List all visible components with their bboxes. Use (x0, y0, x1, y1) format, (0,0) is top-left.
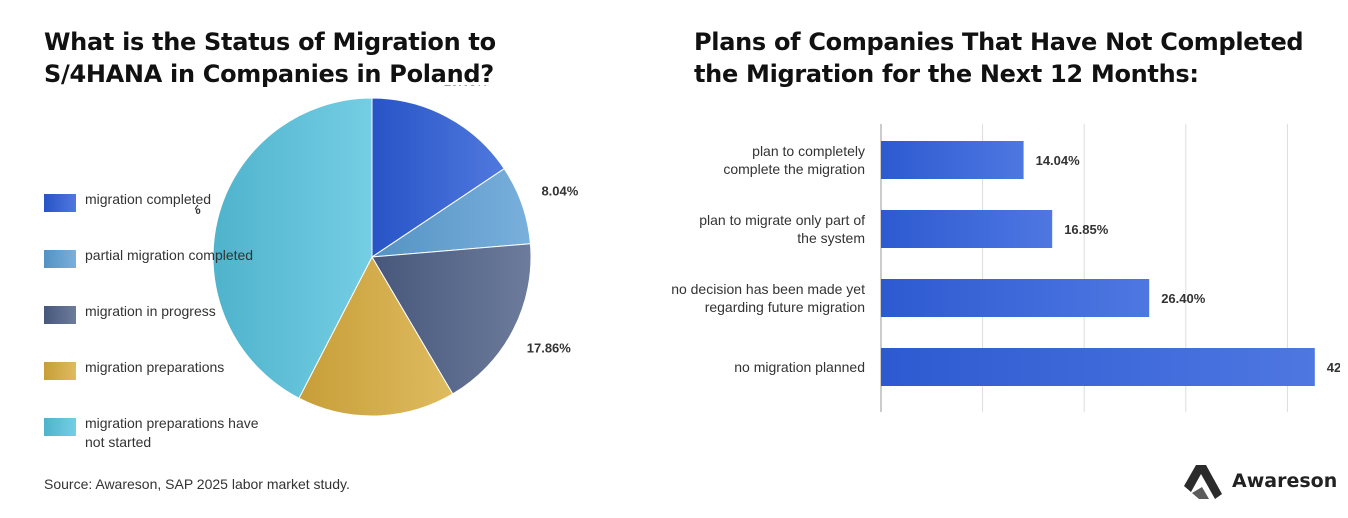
awareson-logo-icon (1184, 465, 1222, 499)
legend-label: migration preparations (85, 359, 225, 375)
bar-value-label: 16.85% (1064, 222, 1109, 237)
legend-item-migration-preparations: migration preparations (44, 358, 264, 414)
legend-label: migration in progress (85, 303, 216, 319)
pie-chart-title: What is the Status of Migration to S/4HA… (44, 28, 496, 88)
legend-swatch (44, 194, 76, 212)
pie-chart: 15.63% 8.04% 17.86% 16.07% 42.41% (195, 85, 579, 450)
source-note: Source: Awareson, SAP 2025 labor market … (44, 476, 350, 492)
pie-slice-migration-in-progress (371, 243, 532, 395)
bar-2 (881, 210, 1053, 248)
bar-value-label: 14.04% (1036, 153, 1081, 168)
bar-category-label: plan to migrate only part of (699, 212, 865, 228)
legend-swatch (44, 418, 76, 436)
pie-value-label: 16.07% (355, 448, 400, 450)
pie-slice-migration-preparations (298, 255, 454, 417)
bar-category-label: regarding future migration (705, 299, 865, 315)
pie-value-label: 42.41% (195, 202, 201, 217)
legend-label: partial migration completed (85, 247, 254, 263)
bar-category-label: the system (797, 230, 865, 246)
bar-3 (881, 279, 1150, 317)
bar-chart: 14.04% plan to completely complete the mig… (671, 124, 1340, 412)
pie-value-label: 8.04% (541, 183, 578, 198)
legend-swatch (44, 250, 76, 268)
bar-category-label: plan to completely (752, 143, 865, 159)
logo-text: Awareson (1232, 470, 1338, 492)
legend-label: migration preparations have not started (85, 415, 259, 450)
legend-label: migration completed (85, 191, 212, 207)
bar-value-label: 26.40% (1161, 291, 1206, 306)
bar-4 (881, 348, 1315, 386)
bar-category-label: no decision has been made yet (671, 281, 865, 297)
legend-swatch (44, 306, 76, 324)
legend-item-migration-completed: migration completed (44, 190, 264, 246)
bar-value-label: 42.70% (1327, 360, 1340, 375)
bar-category-label: no migration planned (734, 359, 865, 375)
legend-swatch (44, 362, 76, 380)
bar-1 (881, 141, 1024, 179)
legend-item-migration-preparations-have-not-started: migration preparations have not started (44, 414, 264, 470)
bar-chart-title: Plans of Companies That Have Not Complet… (694, 28, 1304, 88)
legend-item-migration-in-progress: migration in progress (44, 302, 264, 358)
legend-item-partial-migration-completed: partial migration completed (44, 246, 264, 302)
pie-legend: migration completed partial migration com… (44, 190, 264, 470)
pie-value-label: 15.63% (444, 85, 489, 89)
pie-slice-migration-completed (371, 97, 505, 258)
pie-value-label: 17.86% (527, 340, 572, 355)
pie-slice-migration-preparations-have-not-started (212, 97, 373, 399)
bar-category-label: complete the migration (723, 161, 865, 177)
